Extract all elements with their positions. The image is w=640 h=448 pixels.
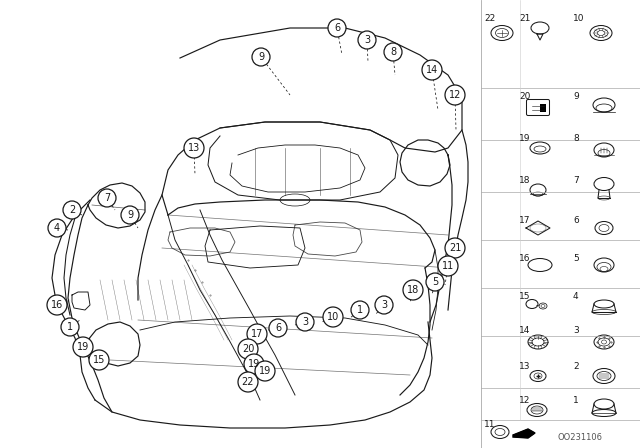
Text: 12: 12 <box>449 90 461 100</box>
Circle shape <box>238 339 258 359</box>
Circle shape <box>323 307 343 327</box>
Text: 7: 7 <box>104 193 110 203</box>
Circle shape <box>255 361 275 381</box>
Circle shape <box>98 189 116 207</box>
Text: 3: 3 <box>381 300 387 310</box>
Text: 1: 1 <box>357 305 363 315</box>
Circle shape <box>89 350 109 370</box>
Bar <box>540 104 546 112</box>
Text: 4: 4 <box>54 223 60 233</box>
Text: 9: 9 <box>258 52 264 62</box>
Text: 8: 8 <box>390 47 396 57</box>
Text: 19: 19 <box>77 342 89 352</box>
Text: 4: 4 <box>573 292 579 301</box>
Circle shape <box>48 219 66 237</box>
Text: OO231106: OO231106 <box>557 433 602 442</box>
Text: 20: 20 <box>519 92 531 101</box>
Circle shape <box>375 296 393 314</box>
Text: 19: 19 <box>519 134 531 143</box>
Text: 6: 6 <box>334 23 340 33</box>
Text: 12: 12 <box>519 396 531 405</box>
Text: 15: 15 <box>519 292 531 301</box>
Text: 1: 1 <box>67 322 73 332</box>
Circle shape <box>121 206 139 224</box>
Text: 13: 13 <box>519 362 531 371</box>
Text: 16: 16 <box>519 254 531 263</box>
Text: 2: 2 <box>573 362 579 371</box>
Text: 16: 16 <box>51 300 63 310</box>
Text: 21: 21 <box>519 14 531 23</box>
Text: 3: 3 <box>364 35 370 45</box>
Text: 7: 7 <box>573 176 579 185</box>
Text: 6: 6 <box>573 216 579 225</box>
Circle shape <box>445 85 465 105</box>
Text: 22: 22 <box>242 377 254 387</box>
Circle shape <box>73 337 93 357</box>
Text: 6: 6 <box>275 323 281 333</box>
Circle shape <box>384 43 402 61</box>
Circle shape <box>63 201 81 219</box>
Circle shape <box>351 301 369 319</box>
Text: 10: 10 <box>327 312 339 322</box>
Text: 9: 9 <box>127 210 133 220</box>
Text: 2: 2 <box>69 205 75 215</box>
Circle shape <box>296 313 314 331</box>
Text: 10: 10 <box>573 14 584 23</box>
Text: 5: 5 <box>432 277 438 287</box>
Circle shape <box>247 324 267 344</box>
Text: 11: 11 <box>484 420 495 429</box>
Text: 17: 17 <box>251 329 263 339</box>
Circle shape <box>403 280 423 300</box>
Text: 19: 19 <box>248 359 260 369</box>
Text: 3: 3 <box>302 317 308 327</box>
Circle shape <box>61 318 79 336</box>
Polygon shape <box>513 429 535 438</box>
Text: 5: 5 <box>573 254 579 263</box>
Text: 18: 18 <box>407 285 419 295</box>
Text: 17: 17 <box>519 216 531 225</box>
Text: 3: 3 <box>573 326 579 335</box>
Circle shape <box>426 273 444 291</box>
Text: 1: 1 <box>573 396 579 405</box>
Text: 14: 14 <box>519 326 531 335</box>
Text: 11: 11 <box>442 261 454 271</box>
Circle shape <box>238 372 258 392</box>
Circle shape <box>47 295 67 315</box>
Text: 19: 19 <box>259 366 271 376</box>
Text: 20: 20 <box>242 344 254 354</box>
Circle shape <box>438 256 458 276</box>
Circle shape <box>184 138 204 158</box>
Circle shape <box>244 354 264 374</box>
Circle shape <box>328 19 346 37</box>
Circle shape <box>252 48 270 66</box>
Circle shape <box>422 60 442 80</box>
Text: 14: 14 <box>426 65 438 75</box>
Text: 9: 9 <box>573 92 579 101</box>
Text: 15: 15 <box>93 355 105 365</box>
Text: 13: 13 <box>188 143 200 153</box>
Text: 21: 21 <box>449 243 461 253</box>
Text: 22: 22 <box>484 14 495 23</box>
Circle shape <box>358 31 376 49</box>
Text: 8: 8 <box>573 134 579 143</box>
Circle shape <box>445 238 465 258</box>
Text: 18: 18 <box>519 176 531 185</box>
Circle shape <box>269 319 287 337</box>
